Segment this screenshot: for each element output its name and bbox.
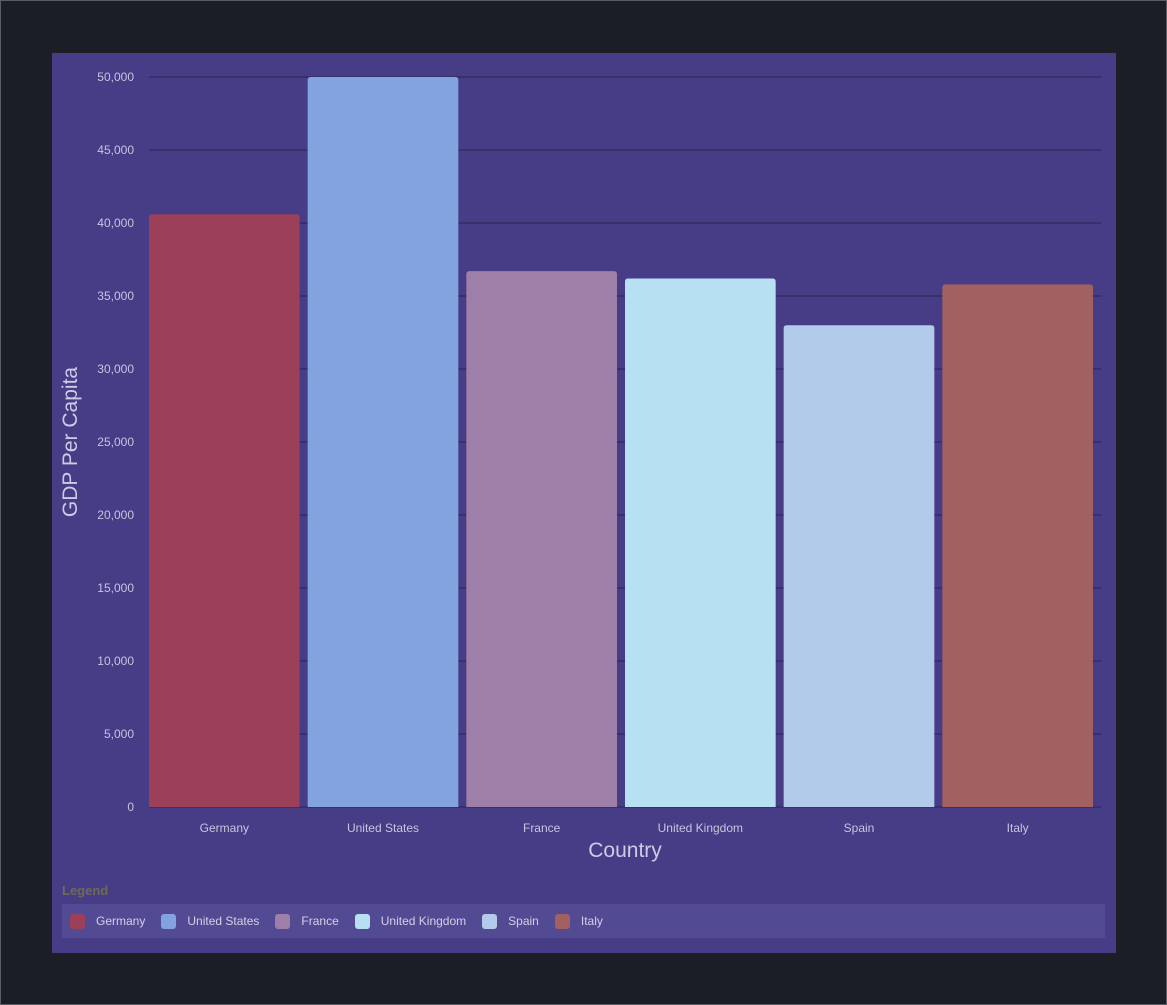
- bar-france[interactable]: [466, 271, 617, 807]
- legend-label: France: [301, 914, 339, 928]
- x-tick-label: Spain: [844, 821, 875, 835]
- legend-label: United Kingdom: [380, 914, 467, 928]
- bar-germany[interactable]: [149, 214, 300, 808]
- x-tick-label: United Kingdom: [658, 821, 743, 835]
- x-tick-label: Germany: [200, 821, 249, 835]
- legend-swatch: [482, 913, 498, 929]
- y-tick-label: 40,000: [97, 216, 134, 230]
- bar-italy[interactable]: [942, 284, 1093, 807]
- legend-swatch: [70, 913, 85, 929]
- y-axis-title: GDP Per Capita: [59, 367, 82, 517]
- x-axis-title: Country: [588, 839, 662, 862]
- x-tick-label: France: [523, 821, 561, 835]
- y-tick-label: 20,000: [97, 508, 134, 522]
- y-tick-label: 0: [127, 800, 134, 814]
- legend-label: Spain: [508, 914, 539, 928]
- legend-item[interactable]: France: [275, 913, 339, 929]
- y-tick-label: 30,000: [97, 362, 134, 376]
- legend-swatch: [354, 913, 370, 929]
- legend-item[interactable]: Italy: [554, 913, 603, 929]
- x-axis-ticks: Germany United States France United Kingdom…: [200, 821, 1029, 835]
- legend-item[interactable]: United States: [161, 913, 260, 929]
- y-tick-label: 35,000: [97, 289, 134, 303]
- bar-spain[interactable]: [783, 325, 935, 807]
- legend-item[interactable]: Germany: [70, 913, 146, 929]
- y-tick-label: 50,000: [97, 70, 134, 84]
- y-tick-label: 15,000: [97, 581, 134, 595]
- legend-item[interactable]: Spain: [482, 913, 539, 929]
- legend-label: Italy: [580, 914, 603, 928]
- legend-label: United States: [187, 914, 260, 928]
- y-axis-ticks: 0 5,000 10,000 15,000 20,000 25,000 30,000 35,0…: [97, 70, 134, 814]
- y-tick-label: 25,000: [97, 435, 134, 449]
- legend: Germany United States France United Kingdom…: [62, 904, 1105, 938]
- bar-united-states[interactable]: [307, 77, 459, 807]
- legend-swatch: [554, 913, 570, 929]
- legend-label: Germany: [96, 914, 146, 928]
- legend-title: Legend: [62, 883, 109, 898]
- legend-item[interactable]: United Kingdom: [354, 913, 467, 929]
- y-tick-label: 45,000: [97, 143, 134, 157]
- legend-swatch: [161, 913, 177, 929]
- x-tick-label: United States: [347, 821, 419, 835]
- x-tick-label: Italy: [1007, 821, 1029, 835]
- y-tick-label: 10,000: [97, 654, 134, 668]
- bar-united-kingdom[interactable]: [625, 278, 776, 808]
- y-tick-label: 5,000: [104, 727, 134, 741]
- bars: [149, 77, 1093, 808]
- legend-swatch: [275, 913, 291, 929]
